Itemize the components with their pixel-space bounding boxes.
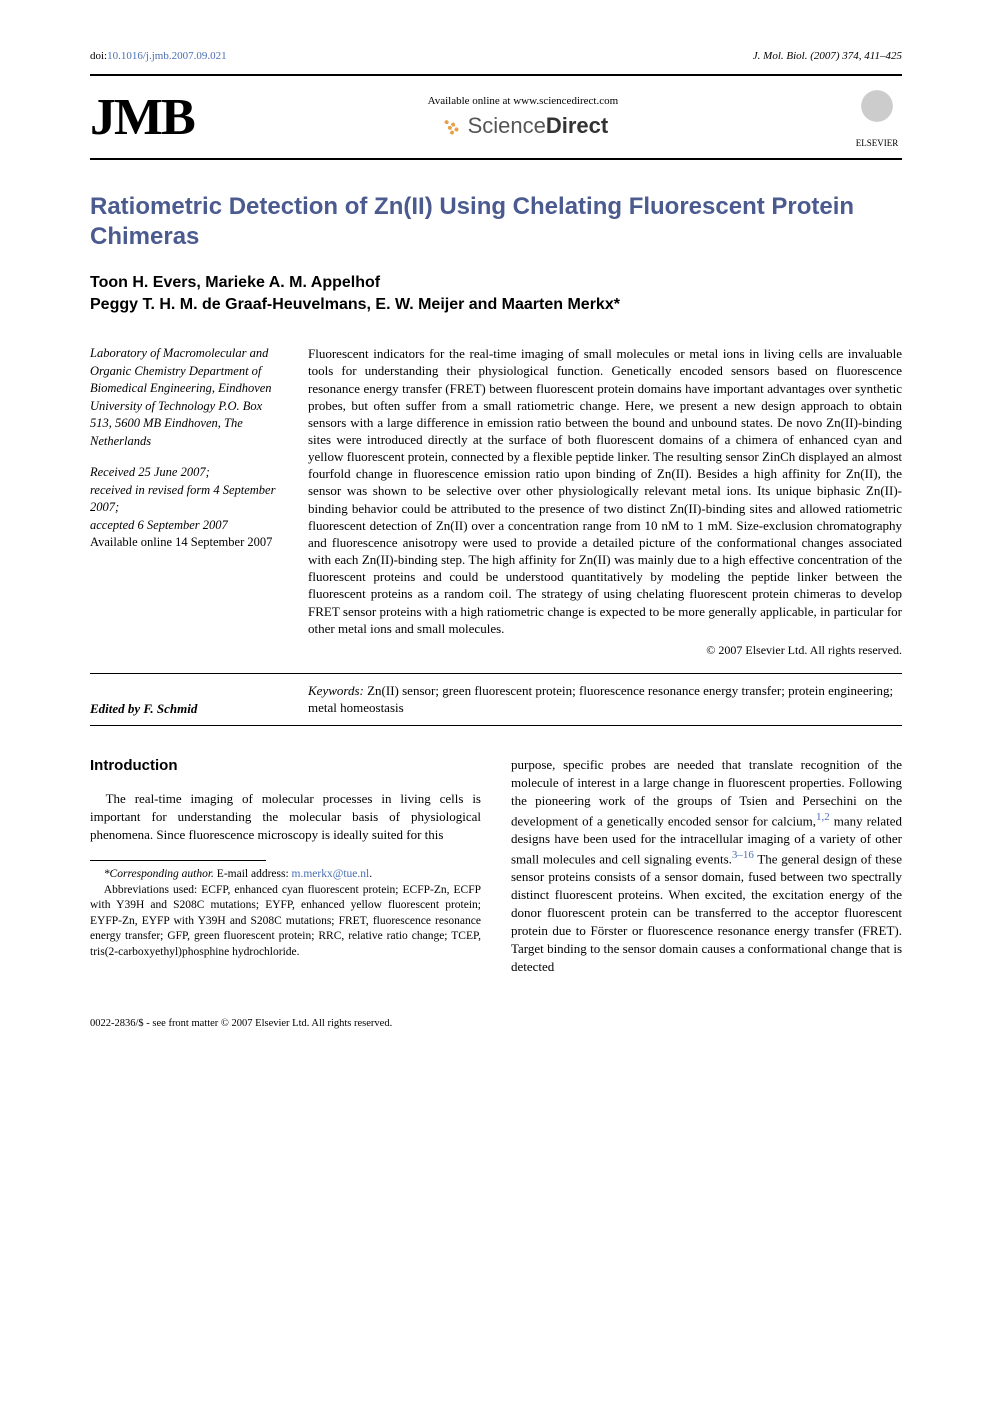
section-heading-introduction: Introduction [90,756,481,777]
body-columns: Introduction The real-time imaging of mo… [90,756,902,976]
keywords: Keywords: Zn(II) sensor; green fluoresce… [308,682,902,717]
online-date: Available online 14 September 2007 [90,534,280,552]
article-title: Ratiometric Detection of Zn(II) Using Ch… [90,192,902,252]
doi-text: doi:10.1016/j.jmb.2007.09.021 [90,50,227,62]
corresponding-author-line: *Corresponding author. E-mail address: m… [90,867,481,883]
sciencedirect-logo: ScienceDirect [214,113,832,139]
body-column-right: purpose, specific probes are needed that… [511,756,902,976]
reference-link-3-16[interactable]: 3–16 [732,849,754,861]
reference-link-1-2[interactable]: 1,2 [816,811,830,823]
received-date: Received 25 June 2007; [90,464,280,482]
jmb-logo: JMB [90,88,194,147]
edited-by: Edited by F. Schmid [90,701,280,717]
footnote-rule [90,860,266,861]
intro-paragraph: The real-time imaging of molecular proce… [90,790,481,844]
col2-paragraph: purpose, specific probes are needed that… [511,756,902,976]
abstract-column: Fluorescent indicators for the real-time… [308,345,902,658]
body-column-left: Introduction The real-time imaging of mo… [90,756,481,976]
email-link[interactable]: m.merkx@tue.nl [292,868,370,880]
sciencedirect-dots-icon [438,117,464,137]
affiliation: Laboratory of Macromolecular and Organic… [90,345,280,450]
keywords-text: Zn(II) sensor; green fluorescent protein… [308,683,893,716]
sciencedirect-text: ScienceDirect [468,113,609,138]
doi-prefix: doi: [90,50,107,62]
authors: Toon H. Evers, Marieke A. M. Appelhof Pe… [90,272,902,315]
email-label: E-mail address: [214,868,292,880]
doi-row: doi:10.1016/j.jmb.2007.09.021 J. Mol. Bi… [90,50,902,62]
doi-link[interactable]: 10.1016/j.jmb.2007.09.021 [107,50,226,62]
journal-reference: J. Mol. Biol. (2007) 374, 411–425 [753,50,902,62]
abstract-copyright: © 2007 Elsevier Ltd. All rights reserved… [308,643,902,659]
keywords-row: Edited by F. Schmid Keywords: Zn(II) sen… [90,682,902,726]
meta-column: Laboratory of Macromolecular and Organic… [90,345,280,658]
article-history: Received 25 June 2007; received in revis… [90,464,280,552]
meta-abstract-row: Laboratory of Macromolecular and Organic… [90,345,902,673]
elsevier-block: ELSEVIER [852,86,902,148]
revised-date: received in revised form 4 September 200… [90,482,280,517]
keywords-label: Keywords: [308,683,364,698]
elsevier-tree-icon [852,86,902,136]
corresponding-author-label: *Corresponding author. [104,868,214,880]
available-online-text: Available online at www.sciencedirect.co… [214,95,832,107]
authors-line-1: Toon H. Evers, Marieke A. M. Appelhof [90,272,902,294]
accepted-date: accepted 6 September 2007 [90,517,280,535]
abstract-text: Fluorescent indicators for the real-time… [308,346,902,636]
page-footer: 0022-2836/$ - see front matter © 2007 El… [90,1012,902,1029]
authors-line-2: Peggy T. H. M. de Graaf-Heuvelmans, E. W… [90,294,902,316]
sciencedirect-block: Available online at www.sciencedirect.co… [194,95,852,139]
footnote-block: *Corresponding author. E-mail address: m… [90,867,481,960]
abbreviations-text: Abbreviations used: ECFP, enhanced cyan … [90,883,481,961]
elsevier-label: ELSEVIER [852,138,902,148]
col2-text-c: The general design of these sensor prote… [511,851,902,974]
journal-header: JMB Available online at www.sciencedirec… [90,74,902,160]
